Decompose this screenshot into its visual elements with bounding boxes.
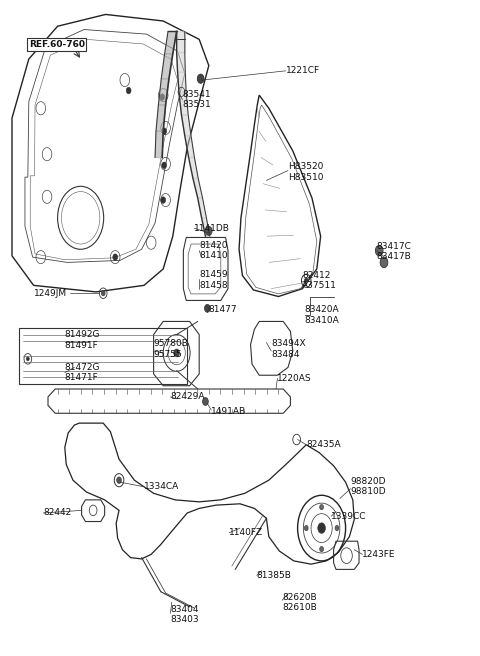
- Circle shape: [197, 74, 204, 83]
- Polygon shape: [177, 52, 185, 72]
- Text: 1339CC: 1339CC: [331, 512, 367, 521]
- Text: REF.60-760: REF.60-760: [29, 40, 85, 49]
- Polygon shape: [161, 54, 173, 79]
- Circle shape: [320, 504, 324, 510]
- Text: 83541
83531: 83541 83531: [182, 90, 211, 110]
- Polygon shape: [181, 115, 191, 136]
- Text: 82429A: 82429A: [170, 392, 205, 401]
- Circle shape: [380, 257, 388, 268]
- Text: 1243FE: 1243FE: [362, 550, 396, 559]
- Text: 81420
81410: 81420 81410: [199, 241, 228, 260]
- Polygon shape: [158, 79, 169, 105]
- Text: 82412
A37511: 82412 A37511: [302, 271, 337, 291]
- Text: 1491AB: 1491AB: [211, 407, 246, 416]
- Polygon shape: [202, 218, 210, 236]
- Text: 81385B: 81385B: [257, 571, 292, 580]
- Circle shape: [204, 304, 210, 312]
- Text: 82442: 82442: [43, 508, 72, 518]
- Circle shape: [320, 546, 324, 552]
- Text: 83494X
83484: 83494X 83484: [271, 339, 306, 359]
- Polygon shape: [193, 178, 203, 198]
- Circle shape: [375, 245, 383, 256]
- Circle shape: [335, 525, 339, 531]
- Text: 81492G
81491F: 81492G 81491F: [65, 330, 100, 350]
- Text: 1249JM: 1249JM: [34, 289, 67, 298]
- Polygon shape: [198, 198, 206, 218]
- Text: 1220AS: 1220AS: [277, 374, 312, 383]
- Circle shape: [304, 278, 308, 283]
- Polygon shape: [156, 105, 166, 131]
- Text: 1221CF: 1221CF: [286, 66, 320, 75]
- Text: 82620B
82610B: 82620B 82610B: [282, 592, 317, 612]
- Circle shape: [160, 94, 165, 100]
- Text: 83420A
83410A: 83420A 83410A: [305, 305, 339, 325]
- Text: 1141DB: 1141DB: [194, 224, 230, 233]
- Polygon shape: [177, 31, 185, 52]
- Circle shape: [203, 398, 208, 405]
- Polygon shape: [155, 131, 163, 157]
- Circle shape: [162, 162, 167, 169]
- Text: 81459
81458: 81459 81458: [199, 270, 228, 290]
- Polygon shape: [179, 93, 188, 115]
- Polygon shape: [165, 31, 177, 54]
- Polygon shape: [185, 136, 194, 157]
- Circle shape: [318, 523, 325, 533]
- Text: 98820D
98810D: 98820D 98810D: [350, 477, 386, 497]
- Text: 81472G
81471F: 81472G 81471F: [65, 363, 100, 382]
- Text: 95780B
95755: 95780B 95755: [154, 339, 189, 359]
- Text: H83520
H83510: H83520 H83510: [288, 162, 324, 182]
- Circle shape: [304, 525, 308, 531]
- Circle shape: [113, 254, 118, 260]
- Polygon shape: [178, 72, 186, 93]
- Text: 81477: 81477: [209, 305, 238, 314]
- Circle shape: [117, 477, 121, 483]
- Circle shape: [161, 197, 166, 203]
- Text: 82435A: 82435A: [306, 440, 341, 449]
- Circle shape: [205, 226, 212, 236]
- Circle shape: [174, 349, 180, 357]
- Text: 83404
83403: 83404 83403: [170, 605, 199, 625]
- Text: 1334CA: 1334CA: [144, 482, 179, 491]
- Circle shape: [26, 357, 29, 361]
- Circle shape: [101, 291, 105, 296]
- Circle shape: [162, 128, 167, 134]
- Polygon shape: [189, 157, 198, 178]
- Circle shape: [126, 87, 131, 94]
- Text: 83417C
83417B: 83417C 83417B: [377, 241, 412, 261]
- Text: 1140FZ: 1140FZ: [229, 528, 264, 537]
